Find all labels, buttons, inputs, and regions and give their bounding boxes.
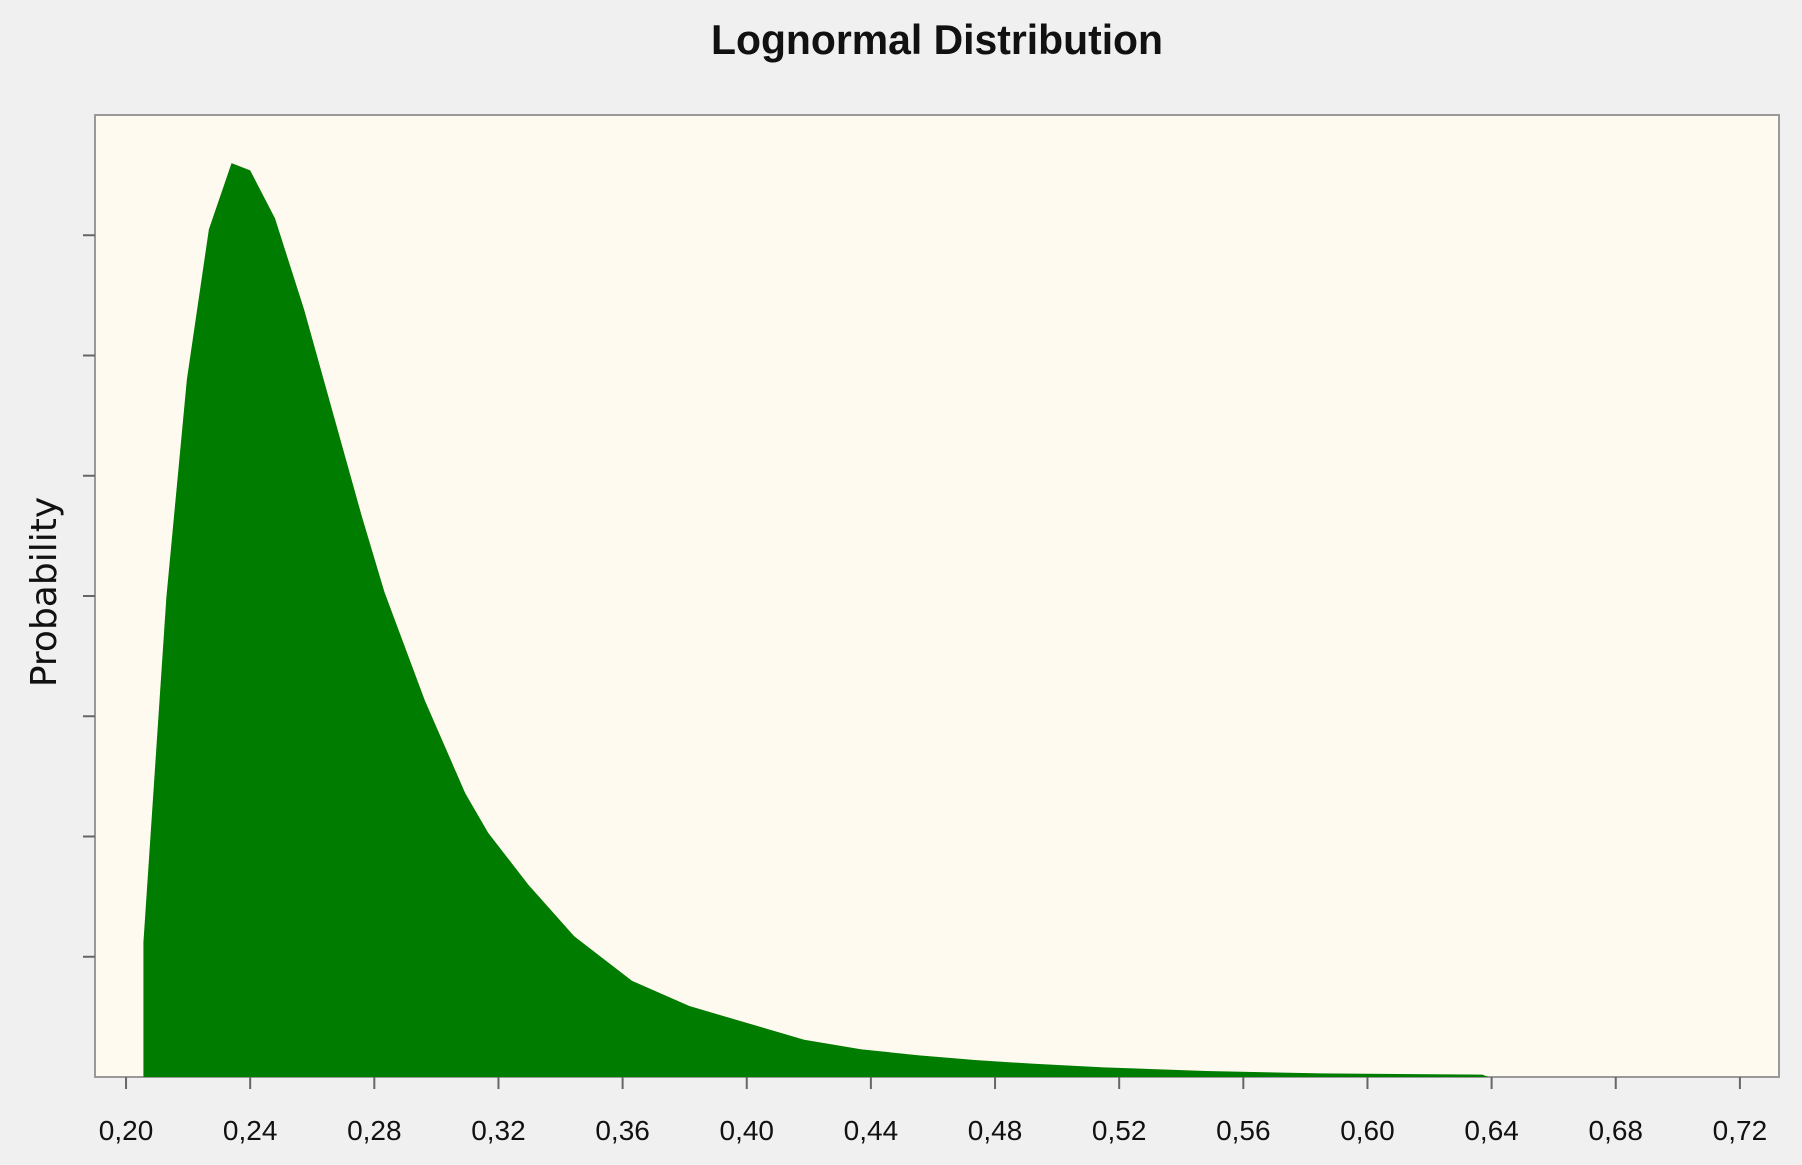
x-tick-label: 0,24 [223, 1115, 278, 1146]
y-axis-label: Probability [24, 497, 65, 687]
x-tick-label: 0,48 [968, 1115, 1023, 1146]
x-tick-label: 0,60 [1340, 1115, 1395, 1146]
x-tick-label: 0,44 [844, 1115, 899, 1146]
x-tick-label: 0,36 [595, 1115, 650, 1146]
area [143, 163, 1489, 1078]
x-tick-label: 0,64 [1464, 1115, 1519, 1146]
x-tick-label: 0,20 [99, 1115, 154, 1146]
chart-title: Lognormal Distribution [711, 16, 1163, 63]
x-tick-label: 0,28 [347, 1115, 402, 1146]
x-tick-label: 0,72 [1713, 1115, 1768, 1146]
x-tick-label: 0,52 [1092, 1115, 1147, 1146]
x-tick-label: 0,56 [1216, 1115, 1271, 1146]
x-tick-label: 0,68 [1589, 1115, 1644, 1146]
x-tick-label: 0,32 [471, 1115, 526, 1146]
x-tick-label: 0,40 [720, 1115, 775, 1146]
